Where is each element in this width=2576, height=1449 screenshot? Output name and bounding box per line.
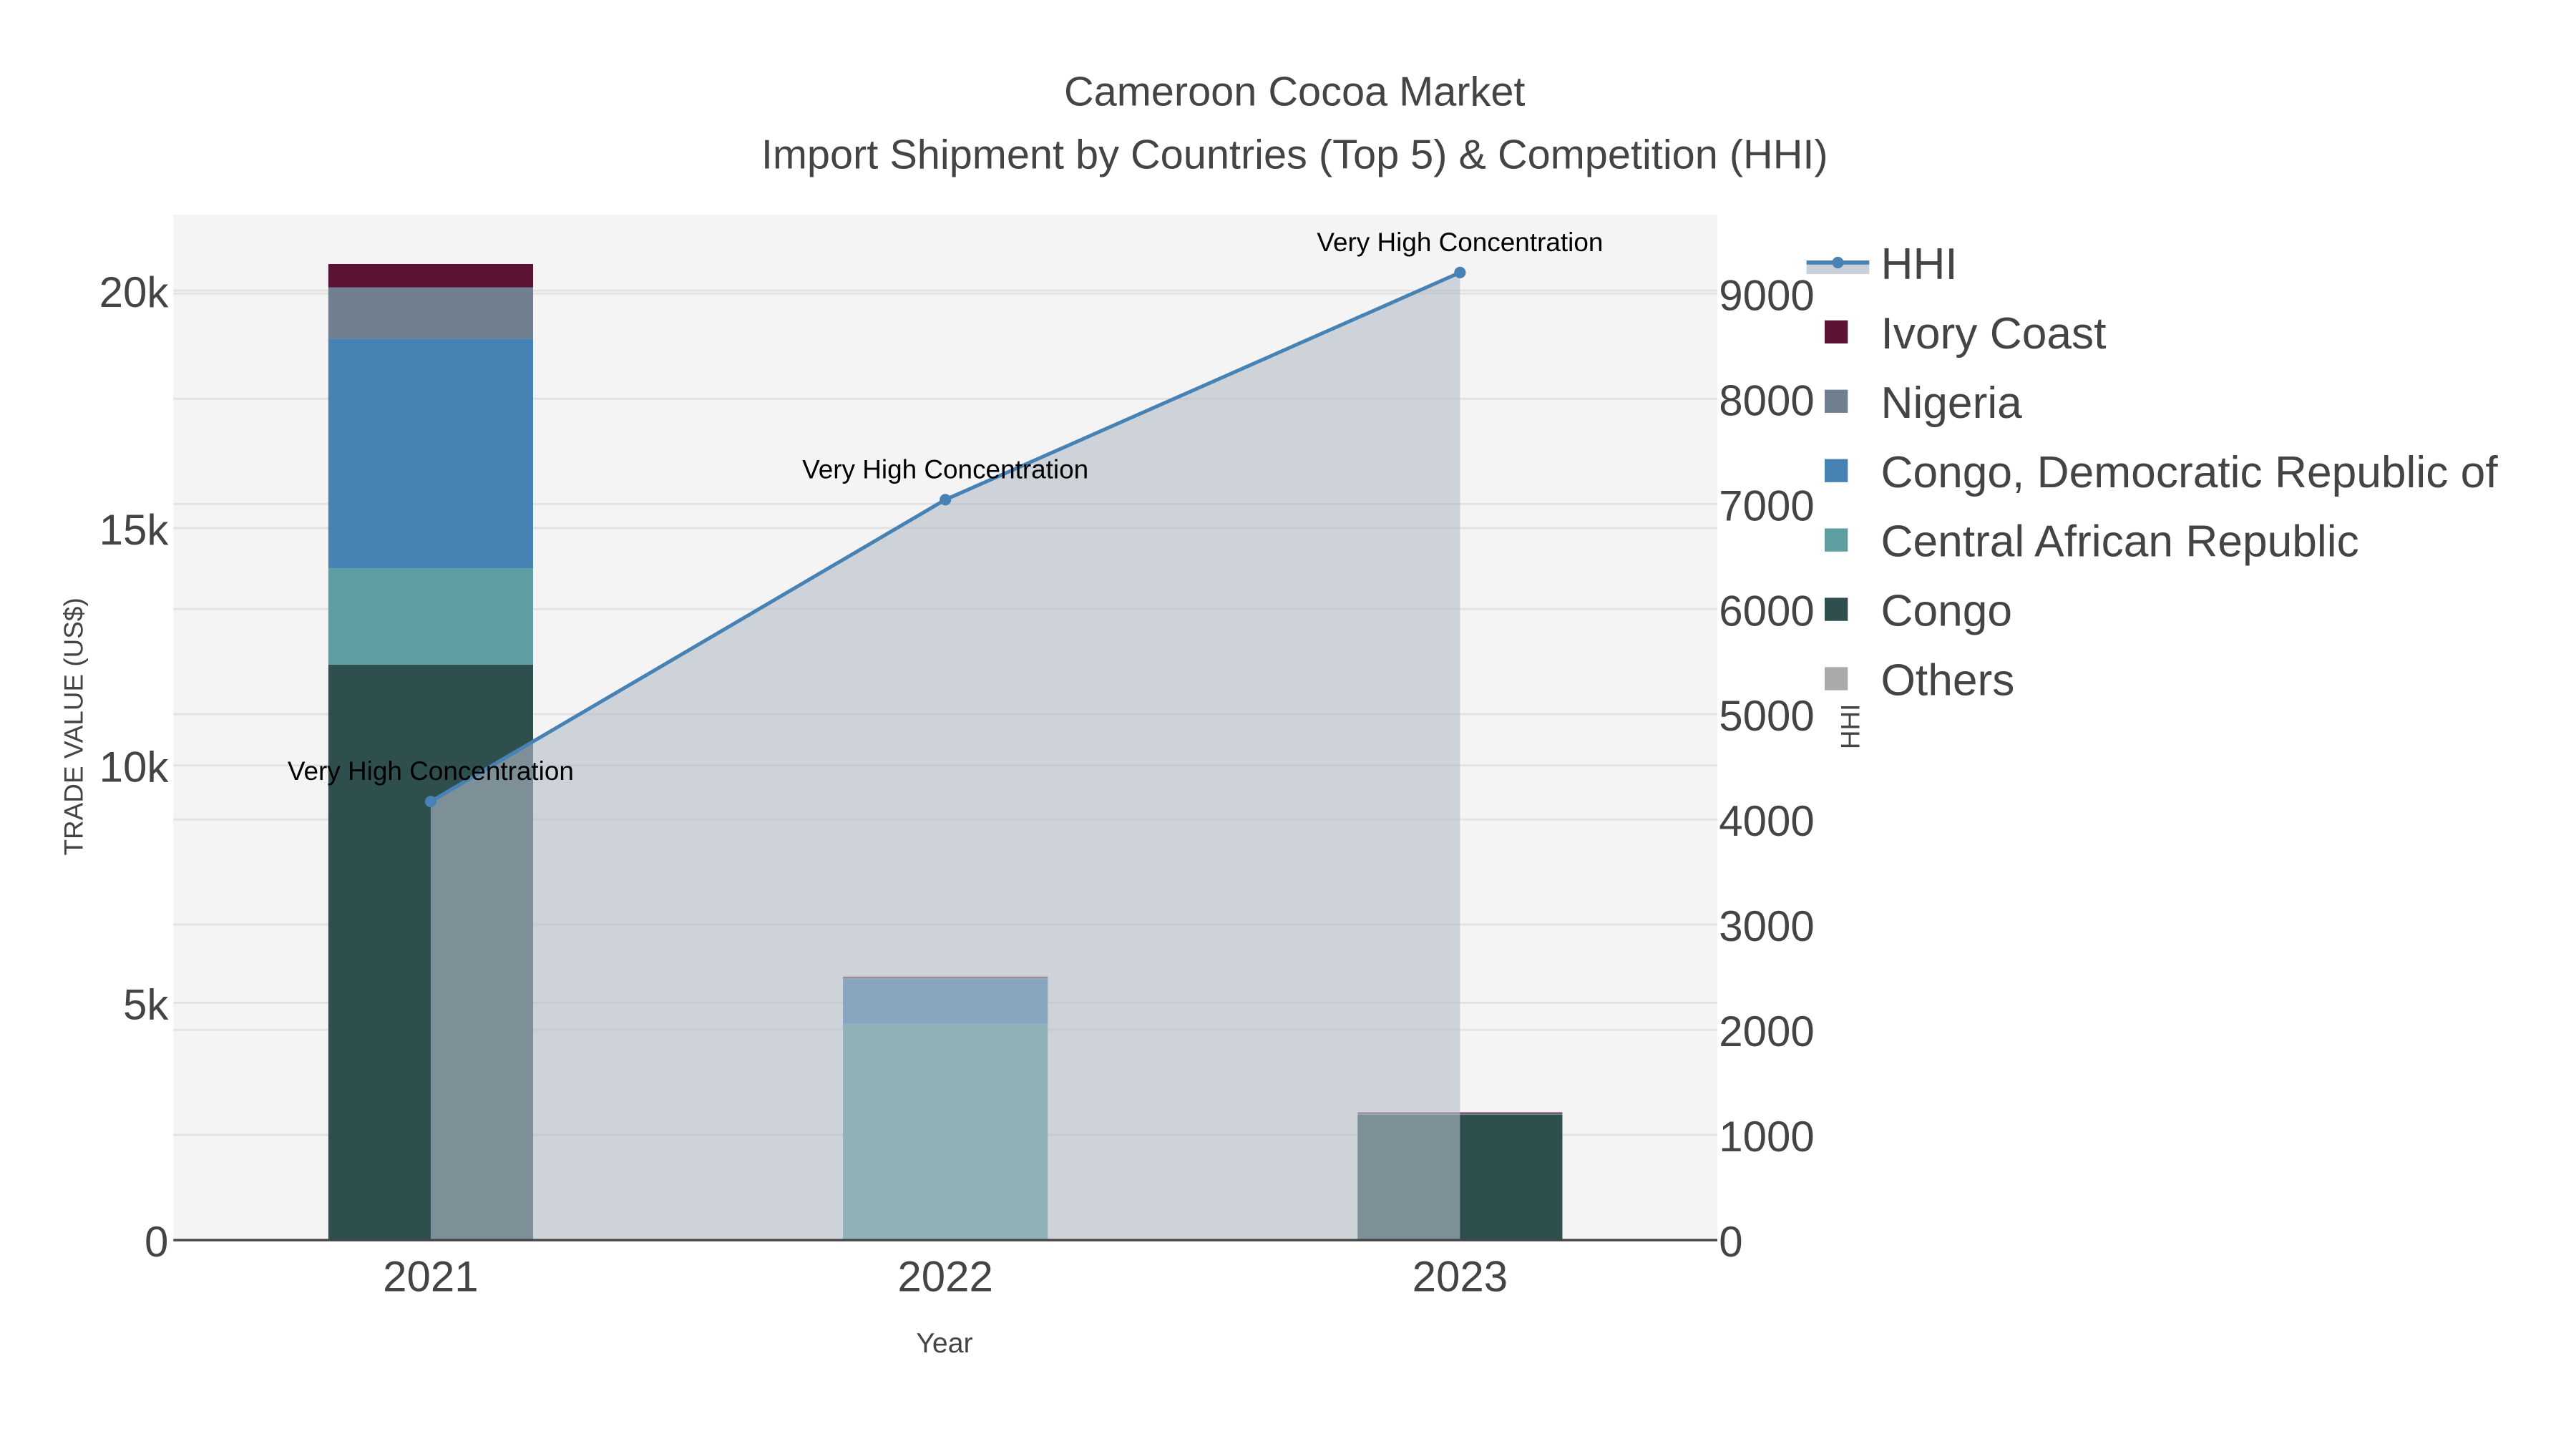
y-tick-label: 15k	[99, 506, 170, 554]
x-axis-label: Year	[916, 1327, 972, 1359]
x-tick-label: 2022	[897, 1253, 992, 1301]
chart-subtitle: Import Shipment by Countries (Top 5) & C…	[761, 132, 1828, 177]
legend-hhi-area-icon	[1806, 264, 1870, 275]
bar-ivory-coast	[328, 264, 533, 288]
y2-tick-label: 2000	[1719, 1008, 1814, 1055]
y2-tick-label: 9000	[1719, 271, 1814, 319]
y2-axis-label: HHI	[1835, 704, 1865, 750]
bar-central-african-republic	[328, 568, 533, 665]
chart-title: Cameroon Cocoa Market	[1064, 69, 1525, 115]
legend-item-label: Central African Republic	[1880, 517, 2358, 567]
bar-nigeria	[328, 287, 533, 339]
legend-swatch-icon	[1825, 459, 1848, 482]
y2-tick-label: 3000	[1719, 902, 1814, 950]
legend-item-label: Nigeria	[1880, 379, 2022, 428]
y-axis-label: TRADE VALUE (US$)	[59, 597, 88, 855]
hhi-series: Very High Concentration Very High Concent…	[288, 228, 1603, 1241]
legend-swatch-icon	[1825, 528, 1848, 552]
legend-item-label: Congo, Democratic Republic of	[1880, 448, 2498, 497]
y-tick-label: 0	[145, 1218, 168, 1266]
legend-swatch-icon	[1825, 597, 1848, 621]
hhi-annotation: Very High Concentration	[1317, 228, 1603, 257]
legend: HHI Ivory Coast Nigeria Congo, Democratic R…	[1806, 240, 2498, 706]
y2-tick-label: 8000	[1719, 376, 1814, 424]
legend-item-label: Congo	[1880, 587, 2012, 636]
hhi-annotation: Very High Concentration	[802, 454, 1088, 484]
axis-ticks: 0 5k 10k 15k 20k 0 1000 2000 3000 4000 5000 6000 700…	[99, 268, 1815, 1300]
y2-tick-label: 6000	[1719, 587, 1814, 635]
hhi-point	[1454, 266, 1466, 278]
bar-nigeria	[1357, 1113, 1563, 1115]
legend-hhi-marker-icon	[1832, 256, 1844, 268]
y-tick-label: 20k	[99, 268, 170, 316]
legend-swatch-icon	[1825, 320, 1848, 343]
y2-tick-label: 5000	[1719, 692, 1814, 740]
hhi-point	[424, 796, 436, 808]
legend-swatch-icon	[1825, 667, 1848, 691]
y2-tick-label: 4000	[1719, 797, 1814, 845]
hhi-annotation: Very High Concentration	[288, 756, 574, 786]
hhi-point	[940, 494, 952, 506]
legend-item-label: Others	[1880, 656, 2014, 706]
legend-swatch-icon	[1825, 389, 1848, 413]
y-tick-label: 5k	[123, 980, 169, 1028]
legend-item-label: HHI	[1880, 240, 1957, 289]
legend-item-label: Ivory Coast	[1880, 309, 2106, 358]
x-tick-label: 2023	[1413, 1253, 1508, 1301]
x-tick-label: 2021	[383, 1253, 478, 1301]
y-tick-label: 10k	[99, 743, 170, 791]
y2-tick-label: 0	[1719, 1218, 1742, 1266]
y2-tick-label: 7000	[1719, 482, 1814, 530]
hhi-area	[430, 272, 1460, 1241]
bar-congo-democratic-republic-of	[328, 338, 533, 569]
y2-tick-label: 1000	[1719, 1113, 1814, 1161]
